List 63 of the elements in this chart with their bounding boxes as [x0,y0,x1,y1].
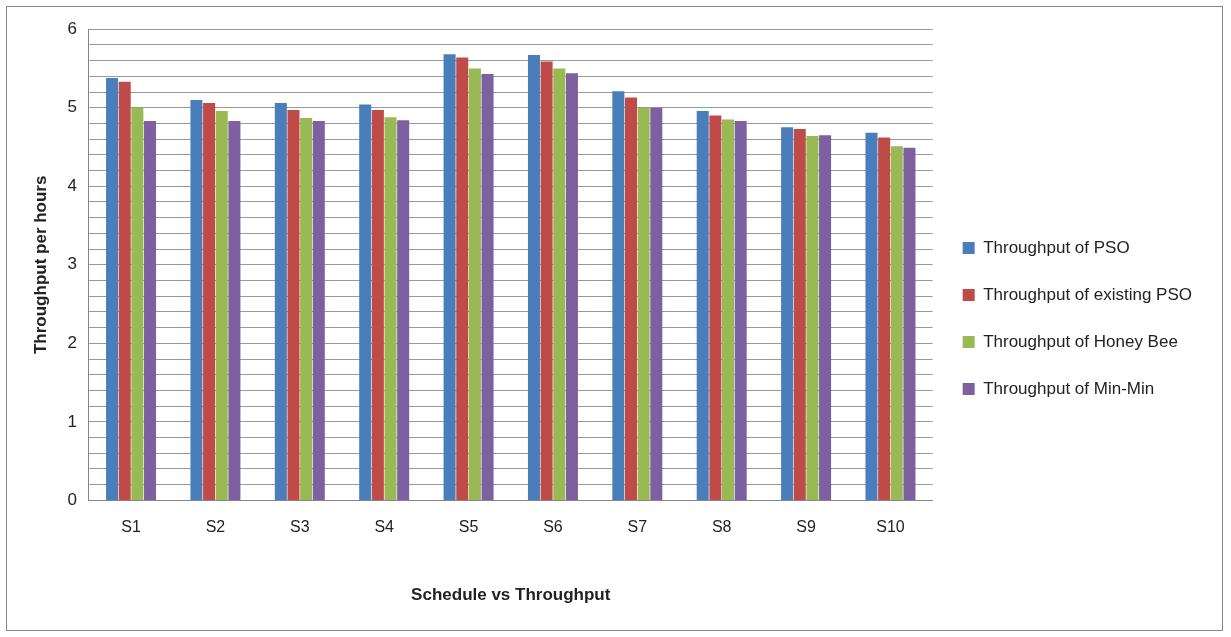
bar [565,73,578,500]
bar [650,107,663,500]
bar [878,137,891,500]
y-tick-label: 6 [67,18,77,38]
x-tick-label: S9 [796,518,816,536]
bar [371,110,384,500]
bar [612,91,625,500]
bar [793,128,806,500]
x-tick-label: S10 [876,518,905,536]
bar [274,103,287,500]
bar [144,121,157,500]
bar [106,77,119,500]
x-axis-title: Schedule vs Throughput [411,585,611,605]
x-tick-label: S1 [121,518,141,536]
bar [903,147,916,500]
bar [384,117,397,500]
x-tick-label: S5 [458,518,479,536]
bar [527,55,540,500]
bar [553,68,566,500]
bar [781,127,794,500]
bar [131,107,144,500]
y-tick-label: 0 [67,490,77,510]
y-tick-label: 5 [67,97,77,117]
bar [215,110,228,500]
bar [637,107,650,500]
bar [819,135,832,500]
x-tick-label: S6 [543,518,563,536]
bar [696,110,709,500]
bar [890,146,903,500]
bar [456,57,469,500]
x-tick-label: S2 [205,518,226,536]
y-tick-label: 4 [67,175,77,195]
y-tick-label: 1 [67,411,77,431]
bar [734,121,747,500]
bar [312,121,325,500]
x-tick-label: S8 [711,518,732,536]
bar [359,104,372,500]
bar [709,115,722,500]
bar [806,136,819,500]
bar [865,132,878,500]
x-tick-label: S4 [374,518,395,536]
bar [203,103,216,500]
y-tick-label: 3 [67,254,77,274]
y-axis-title: Throughput per hours [30,175,50,355]
x-tick-label: S3 [290,518,310,536]
bar [468,68,481,500]
legend-label: Throughput of existing PSO [983,284,1192,304]
bar [443,54,456,500]
bar [540,61,553,500]
x-tick-label: S7 [627,518,648,536]
bar [624,97,638,500]
bar [722,119,735,500]
bar [118,81,131,500]
bar [481,73,494,500]
y-tick-label: 2 [67,333,77,353]
bar [397,120,410,500]
bar [287,110,300,500]
legend-label: Throughput of PSO [983,237,1130,257]
legend-label: Throughput of Honey Bee [983,331,1178,351]
bar [228,121,241,500]
legend-label: Throughput of Min-Min [983,378,1155,398]
bar [300,117,313,500]
bar [190,99,203,500]
